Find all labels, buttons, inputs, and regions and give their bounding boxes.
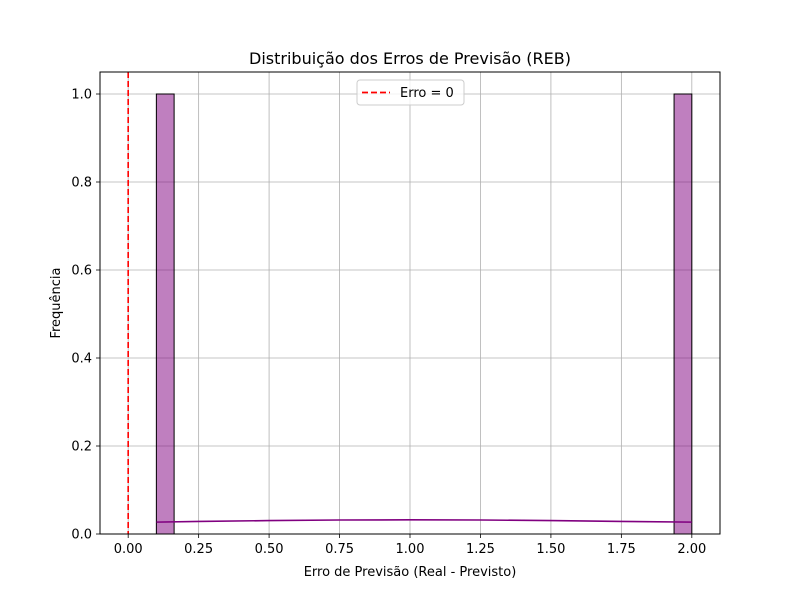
x-axis-title: Erro de Previsão (Real - Previsto): [304, 565, 517, 580]
y-tick-label: 0.4: [71, 352, 92, 367]
kde-curve: [156, 519, 692, 523]
x-tick-label: 0.75: [325, 542, 354, 557]
x-tick-label: 1.50: [536, 542, 565, 557]
y-tick-label: 0.2: [71, 440, 92, 455]
y-tick-label: 1.0: [71, 88, 92, 103]
x-tick-label: 0.50: [255, 542, 284, 557]
x-tick-label: 1.75: [607, 542, 636, 557]
histogram-bars: [155, 93, 693, 535]
x-tick-label: 1.25: [466, 542, 495, 557]
x-tick-label: 0.25: [184, 542, 213, 557]
legend-box: [356, 79, 465, 106]
chart-title: Distribuição dos Erros de Previsão (REB): [249, 49, 571, 68]
y-tick-label: 0.6: [71, 264, 92, 279]
y-axis-title: Frequência: [49, 267, 64, 338]
histogram-bar: [155, 93, 175, 535]
axis-ticks: 0.00 0.25 0.50 0.75 1.00 1.25 1.50 1.75 2.00 0.0 0…: [71, 88, 706, 558]
x-tick-label: 1.00: [396, 542, 425, 557]
x-tick-label: 2.00: [677, 542, 706, 557]
y-tick-label: 0.8: [71, 176, 92, 191]
kde-curve-layer: [156, 519, 692, 523]
x-tick-label: 0.00: [114, 542, 143, 557]
legend-label: Erro = 0: [400, 86, 454, 101]
y-tick-label: 0.0: [71, 528, 92, 543]
histogram-bar: [673, 93, 693, 535]
legend: Erro = 0: [356, 79, 465, 106]
